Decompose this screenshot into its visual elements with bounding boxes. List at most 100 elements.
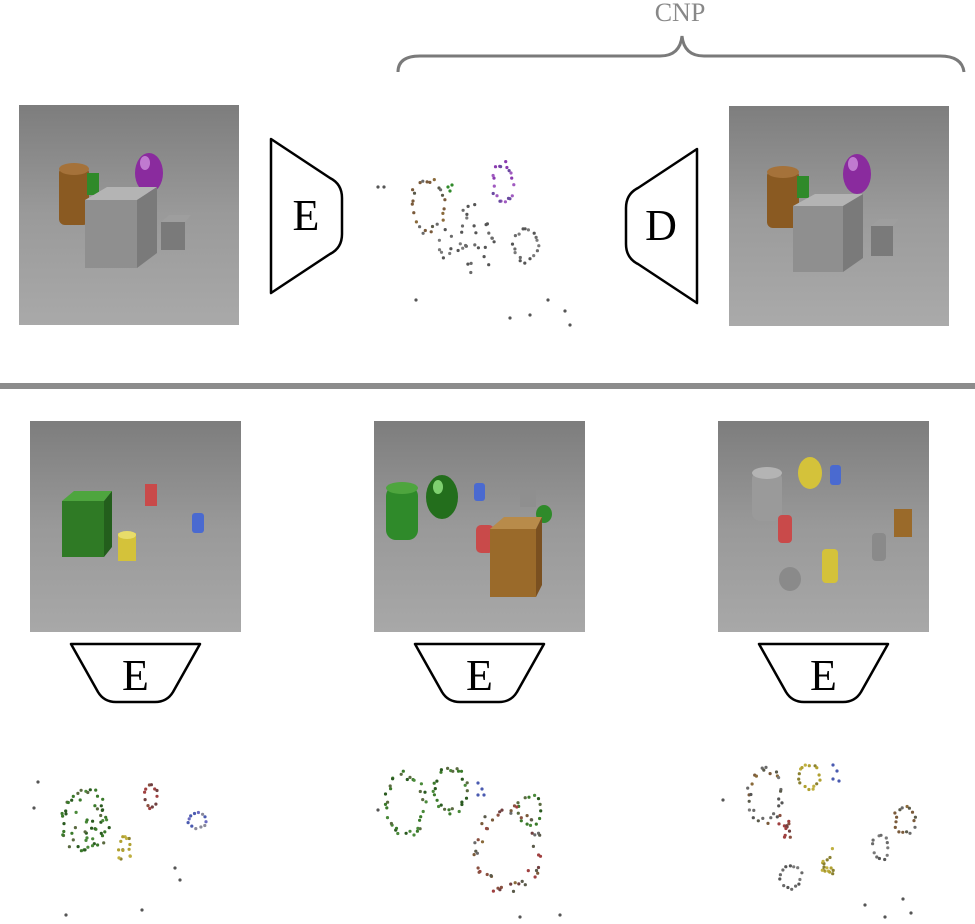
point-cloud-dot xyxy=(419,782,423,786)
point-cloud-dot xyxy=(492,184,496,188)
point-cloud-dot xyxy=(893,825,897,829)
point-cloud-dot xyxy=(62,822,66,826)
point-cloud-dot xyxy=(104,815,108,819)
trapezoid-encoder-icon xyxy=(269,137,344,295)
point-cloud-dot xyxy=(783,833,787,837)
point-cloud-dot xyxy=(404,831,408,835)
point-cloud-dot xyxy=(568,323,572,327)
point-cloud-dot xyxy=(154,802,158,806)
point-cloud-dot xyxy=(761,816,765,820)
point-cloud-dot xyxy=(186,821,190,825)
point-cloud-dot xyxy=(203,823,207,828)
point-cloud-dot xyxy=(546,298,550,302)
point-cloud-dot xyxy=(803,784,807,789)
point-cloud-dot xyxy=(769,816,773,820)
point-cloud-dot xyxy=(399,772,403,776)
point-cloud-dot xyxy=(875,855,879,859)
point-cloud-dot xyxy=(828,855,832,860)
point-cloud-dot xyxy=(879,833,883,837)
point-cloud-dot xyxy=(762,768,766,772)
point-cloud-dot xyxy=(476,246,480,250)
point-cloud-dot xyxy=(517,232,521,236)
point-cloud-dot xyxy=(503,200,507,204)
point-cloud-dot xyxy=(456,769,461,773)
point-cloud-dot xyxy=(83,848,87,852)
point-cloud-dot xyxy=(792,865,796,869)
point-cloud-dot xyxy=(99,831,103,835)
point-cloud-dot xyxy=(457,809,461,814)
point-cloud-dot xyxy=(458,242,462,246)
point-cloud-dot xyxy=(91,819,95,823)
point-cloud-dot xyxy=(61,833,65,837)
point-cloud-dot xyxy=(519,819,523,823)
point-cloud-dot xyxy=(85,818,89,822)
point-cloud-dot xyxy=(528,257,532,261)
point-cloud-dot xyxy=(778,873,782,877)
point-cloud-dot xyxy=(416,826,420,830)
point-cloud-dot xyxy=(515,805,519,809)
point-cloud-dot xyxy=(61,814,65,818)
point-cloud-dot xyxy=(817,773,821,777)
point-cloud-dot xyxy=(128,854,132,858)
point-cloud-dot xyxy=(189,814,193,818)
point-cloud-dot xyxy=(787,829,792,833)
point-cloud-dot xyxy=(149,783,153,787)
point-cloud-dot xyxy=(433,787,437,791)
point-cloud-dot xyxy=(525,822,529,826)
point-cloud-dot xyxy=(473,203,477,207)
point-cloud-dot xyxy=(383,802,388,806)
point-cloud-dot xyxy=(143,790,147,794)
point-cloud-dot xyxy=(536,865,541,870)
scene-image-2 xyxy=(374,421,585,632)
point-cloud-dot xyxy=(389,787,393,791)
point-cloud-dot xyxy=(886,846,890,850)
point-cloud-dot xyxy=(499,165,503,169)
point-cloud-dot xyxy=(376,185,380,189)
point-cloud-dot xyxy=(99,804,103,808)
point-cloud-dot xyxy=(431,789,435,793)
point-cloud-dot xyxy=(424,800,428,804)
point-cloud-dot xyxy=(482,255,486,259)
point-cloud-dot xyxy=(415,829,419,833)
point-cloud-dot xyxy=(100,808,104,812)
point-cloud-2 xyxy=(370,755,600,920)
point-cloud-dot xyxy=(411,188,415,192)
point-cloud-dot xyxy=(909,911,913,915)
point-cloud-dot xyxy=(796,866,800,870)
point-cloud-dot xyxy=(901,897,905,901)
point-cloud-dot xyxy=(782,824,786,828)
point-cloud-dot xyxy=(784,826,788,831)
point-cloud-dot xyxy=(509,171,513,175)
point-cloud-dot xyxy=(140,908,144,912)
point-cloud-dot xyxy=(460,224,465,228)
point-cloud-dot xyxy=(446,185,450,189)
point-cloud-dot xyxy=(101,819,105,823)
point-cloud-dot xyxy=(490,818,495,822)
point-cloud-dot xyxy=(155,794,159,798)
point-cloud-dot xyxy=(506,196,511,200)
point-cloud-dot xyxy=(803,763,807,767)
point-cloud-dot xyxy=(385,816,390,820)
point-cloud-dot xyxy=(480,787,484,791)
point-cloud-dot xyxy=(787,819,791,823)
point-cloud-dot xyxy=(815,766,819,770)
point-cloud-dot xyxy=(518,259,522,263)
point-cloud-dot xyxy=(455,767,459,771)
point-cloud-dot xyxy=(460,777,464,781)
point-cloud-dot xyxy=(831,763,835,767)
point-cloud-dot xyxy=(513,247,517,251)
point-cloud-dot xyxy=(155,788,159,793)
point-cloud-dot xyxy=(777,804,781,808)
point-cloud-dot xyxy=(450,807,454,811)
point-cloud-dot xyxy=(778,877,782,881)
point-cloud-dot xyxy=(465,216,469,220)
point-cloud-dot xyxy=(779,789,783,793)
point-cloud-dot xyxy=(480,822,484,826)
point-cloud-dot xyxy=(474,231,478,235)
point-cloud-dot xyxy=(485,827,489,831)
encoder-block-1: E xyxy=(69,642,202,704)
point-cloud-dot xyxy=(825,866,829,870)
point-cloud-dot xyxy=(780,801,784,805)
point-cloud-dot xyxy=(877,856,881,861)
point-cloud-dot xyxy=(443,807,447,811)
